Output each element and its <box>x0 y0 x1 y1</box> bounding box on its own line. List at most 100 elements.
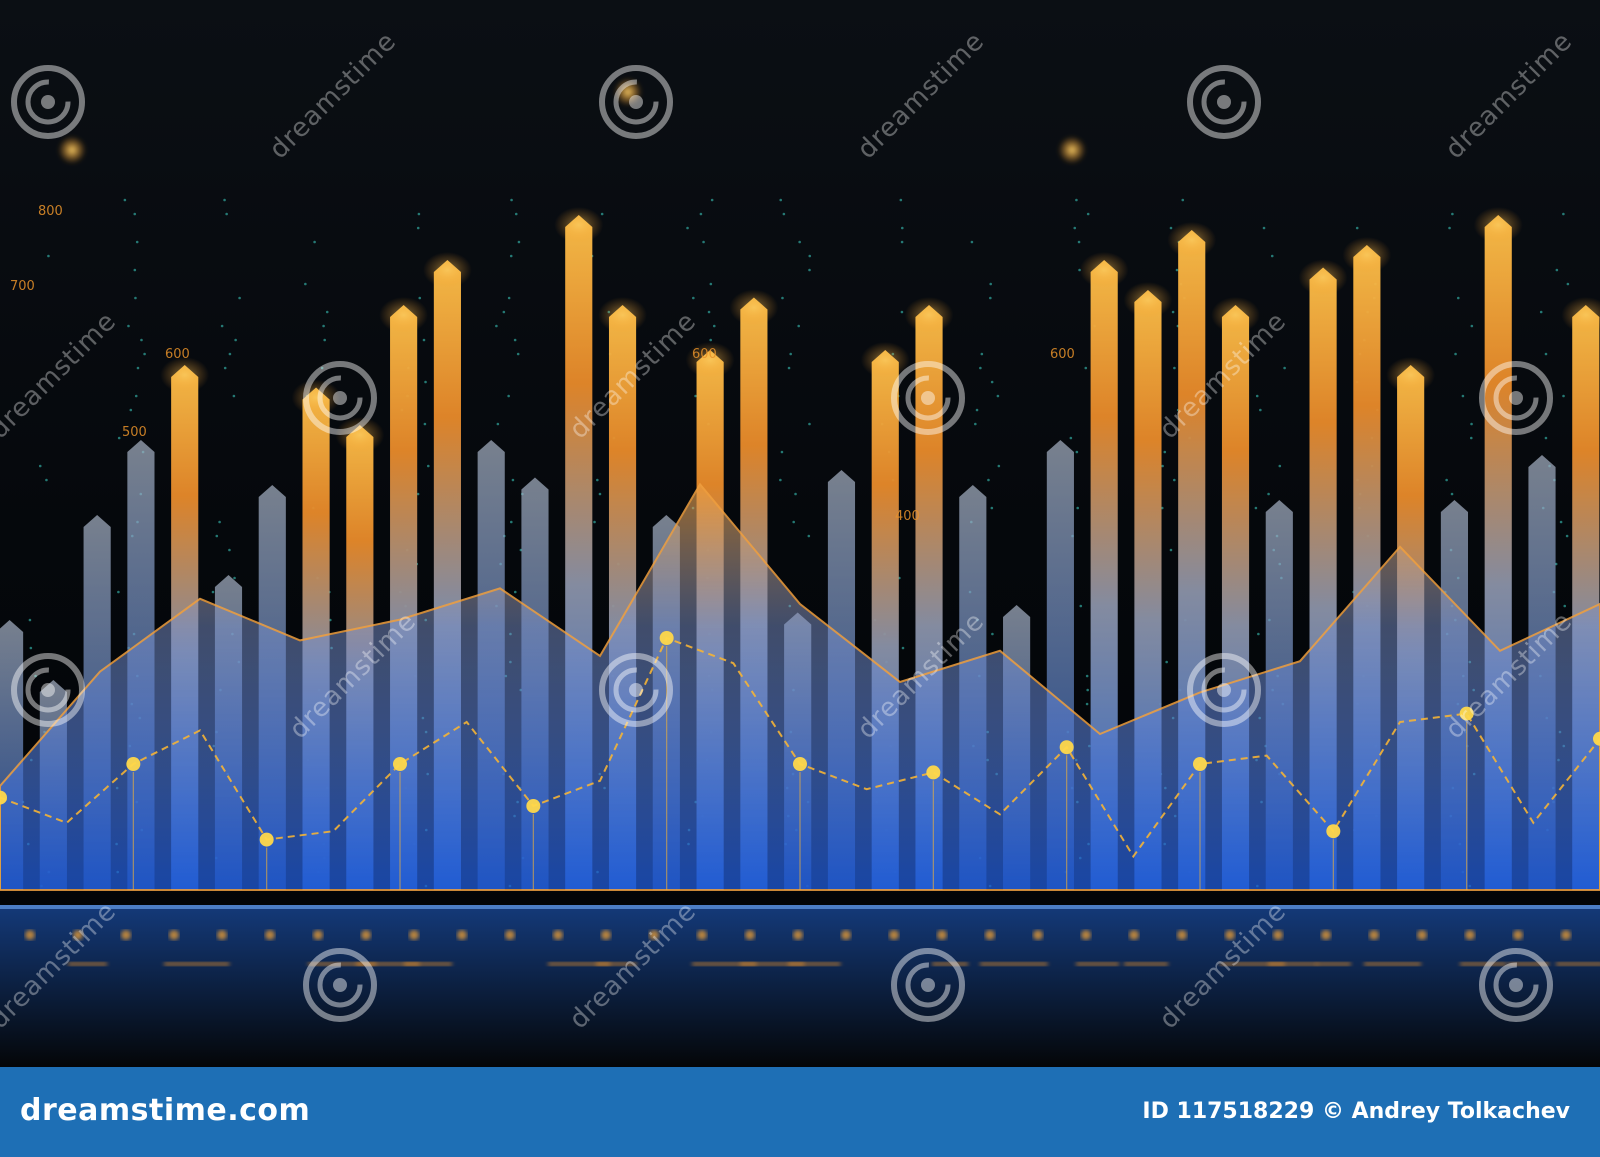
grid-dot <box>130 409 133 412</box>
grid-dot <box>794 493 797 496</box>
axis-tick-label: 600 <box>692 347 717 362</box>
floor-light <box>1129 930 1139 940</box>
grid-dot <box>45 479 48 482</box>
grid-dot <box>221 325 224 328</box>
grid-dot <box>118 437 121 440</box>
grid-dot <box>710 283 713 286</box>
grid-dot <box>1079 605 1082 608</box>
floor-light <box>1369 930 1379 940</box>
grid-dot <box>1170 549 1173 552</box>
grid-dot <box>136 241 139 244</box>
grid-dot <box>781 297 784 300</box>
line-point <box>260 833 274 847</box>
grid-dot <box>989 283 992 286</box>
floor-light <box>505 930 515 940</box>
grid-dot <box>233 577 236 580</box>
floor-light <box>601 930 611 940</box>
grid-dot <box>323 339 326 342</box>
floor-light <box>361 930 371 940</box>
grid-dot <box>998 465 1001 468</box>
bar-glow <box>1167 222 1216 258</box>
grid-dot <box>313 241 316 244</box>
grid-dot <box>233 395 236 398</box>
grid-dot <box>514 339 517 342</box>
floor-trace <box>788 962 841 966</box>
grid-dot <box>225 213 228 216</box>
line-point <box>660 631 674 645</box>
floor-trace <box>1556 962 1600 966</box>
floor-light <box>409 930 419 940</box>
grid-dot <box>601 213 604 216</box>
grid-dot <box>224 367 227 370</box>
grid-dot <box>215 535 218 538</box>
grid-dot <box>518 241 521 244</box>
axis-tick-label: 700 <box>10 279 35 294</box>
bar-glow <box>160 357 209 393</box>
grid-dot <box>692 297 695 300</box>
grid-dot <box>124 199 127 202</box>
site-logo[interactable]: dreamstime.com <box>20 1093 310 1128</box>
grid-dot <box>900 199 903 202</box>
grid-dot <box>137 367 140 370</box>
grid-dot <box>229 353 232 356</box>
grid-dot <box>1163 451 1166 454</box>
grid-dot <box>1556 269 1559 272</box>
floor-light <box>1033 930 1043 940</box>
grid-dot <box>418 297 421 300</box>
axis-tick-label: 400 <box>895 509 920 524</box>
grid-dot <box>991 507 994 510</box>
grid-dot <box>971 241 974 244</box>
grid-dot <box>797 325 800 328</box>
grid-dot <box>427 465 430 468</box>
floor-trace <box>404 962 452 966</box>
grid-dot <box>512 479 515 482</box>
grid-dot <box>495 325 498 328</box>
grid-dot <box>709 339 712 342</box>
floor-light <box>265 930 275 940</box>
grid-dot <box>234 339 237 342</box>
grid-dot <box>424 423 427 426</box>
grid-dot <box>1560 521 1563 524</box>
grid-dot <box>143 353 146 356</box>
grid-dot <box>788 367 791 370</box>
floor-trace <box>1316 962 1351 966</box>
grid-dot <box>1173 479 1176 482</box>
grid-dot <box>238 297 241 300</box>
grid-dot <box>1075 199 1078 202</box>
grid-dot <box>507 395 510 398</box>
grid-dot <box>326 311 329 314</box>
grid-dot <box>713 325 716 328</box>
glow-orb <box>58 136 86 164</box>
bar-glow <box>1342 237 1391 273</box>
grid-dot <box>902 647 905 650</box>
grid-dot <box>1086 703 1089 706</box>
grid-dot <box>1283 367 1286 370</box>
axis-tick-label: 500 <box>122 425 147 440</box>
grid-dot <box>779 199 782 202</box>
floor-light <box>217 930 227 940</box>
floor-trace <box>1460 962 1506 966</box>
grid-dot <box>134 269 137 272</box>
grid-dot <box>783 213 786 216</box>
axis-tick-label: 800 <box>38 204 63 219</box>
grid-dot <box>135 395 138 398</box>
grid-dot <box>503 311 506 314</box>
grid-dot <box>497 423 500 426</box>
grid-dot <box>1161 465 1164 468</box>
grid-dot <box>1165 661 1168 664</box>
grid-dot <box>223 199 226 202</box>
floor-light <box>1321 930 1331 940</box>
grid-dot <box>1471 325 1474 328</box>
grid-dot <box>1454 353 1457 356</box>
grid-dot <box>304 283 307 286</box>
floor-light <box>841 930 851 940</box>
grid-dot <box>510 199 513 202</box>
grid-dot <box>1267 493 1270 496</box>
floor-light <box>889 930 899 940</box>
axis-tick-label: 600 <box>165 347 190 362</box>
grid-dot <box>808 423 811 426</box>
floor-light <box>313 930 323 940</box>
grid-dot <box>1445 479 1448 482</box>
grid-dot <box>514 591 517 594</box>
grid-dot <box>974 423 977 426</box>
